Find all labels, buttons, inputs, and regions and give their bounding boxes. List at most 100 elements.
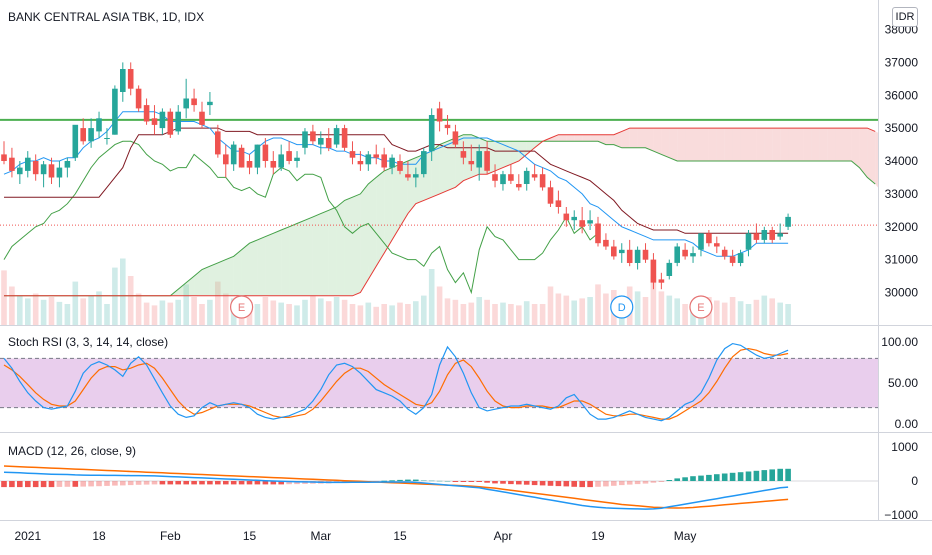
- candle[interactable]: [302, 128, 308, 155]
- candle[interactable]: [721, 246, 728, 260]
- candle[interactable]: [325, 128, 332, 152]
- candle[interactable]: [484, 141, 490, 175]
- candle[interactable]: [579, 207, 585, 234]
- candle[interactable]: [25, 151, 31, 178]
- candle[interactable]: [745, 230, 752, 257]
- candle[interactable]: [595, 216, 601, 247]
- candle[interactable]: [175, 105, 181, 135]
- candle[interactable]: [207, 92, 213, 115]
- candle[interactable]: [349, 141, 356, 165]
- candle[interactable]: [143, 98, 150, 125]
- candle[interactable]: [112, 85, 118, 135]
- candle[interactable]: [333, 124, 340, 148]
- candle[interactable]: [357, 151, 364, 171]
- candle[interactable]: [1, 141, 7, 165]
- candle[interactable]: [127, 62, 134, 96]
- candle[interactable]: [405, 161, 411, 181]
- candle[interactable]: [674, 243, 680, 267]
- candle[interactable]: [500, 170, 506, 191]
- candle[interactable]: [666, 259, 673, 280]
- candle[interactable]: [389, 154, 395, 175]
- candle[interactable]: [238, 144, 245, 168]
- candle[interactable]: [262, 138, 269, 168]
- candle[interactable]: [183, 78, 189, 119]
- candle[interactable]: [706, 230, 712, 247]
- candle[interactable]: [286, 141, 292, 165]
- candle[interactable]: [619, 243, 625, 263]
- candle[interactable]: [199, 101, 205, 129]
- candle[interactable]: [650, 253, 657, 290]
- candle[interactable]: [151, 105, 158, 135]
- candle[interactable]: [729, 249, 736, 267]
- candle[interactable]: [413, 167, 419, 188]
- candle[interactable]: [563, 207, 570, 227]
- candle[interactable]: [737, 249, 744, 267]
- stoch-rsi-pane[interactable]: [0, 342, 878, 422]
- candle[interactable]: [341, 124, 348, 152]
- candle[interactable]: [547, 180, 554, 207]
- candle[interactable]: [682, 243, 688, 260]
- candle[interactable]: [611, 239, 617, 260]
- candle[interactable]: [80, 118, 86, 145]
- candle[interactable]: [56, 161, 63, 188]
- candle[interactable]: [587, 210, 593, 230]
- candle[interactable]: [230, 141, 237, 171]
- candle[interactable]: [215, 124, 221, 158]
- candle[interactable]: [468, 144, 475, 171]
- candle[interactable]: [223, 144, 229, 178]
- earnings-marker[interactable]: E: [230, 295, 254, 319]
- candle[interactable]: [191, 88, 197, 112]
- candle[interactable]: [769, 226, 775, 244]
- macd-pane[interactable]: [0, 465, 878, 510]
- candle[interactable]: [167, 108, 174, 138]
- candle[interactable]: [64, 157, 71, 178]
- candle[interactable]: [365, 151, 372, 171]
- candle[interactable]: [539, 167, 546, 191]
- candle[interactable]: [135, 85, 142, 112]
- candle[interactable]: [246, 154, 253, 175]
- dividend-marker[interactable]: D: [610, 295, 634, 319]
- earnings-marker[interactable]: E: [689, 295, 713, 319]
- candle[interactable]: [508, 164, 514, 184]
- candle[interactable]: [531, 164, 538, 181]
- candle[interactable]: [516, 174, 522, 191]
- candle[interactable]: [72, 124, 79, 161]
- candle[interactable]: [634, 246, 641, 270]
- candle[interactable]: [555, 190, 562, 214]
- candle[interactable]: [9, 147, 15, 178]
- candle[interactable]: [785, 213, 791, 230]
- candle[interactable]: [523, 167, 530, 191]
- candle[interactable]: [452, 124, 459, 148]
- candle[interactable]: [428, 108, 435, 161]
- candle[interactable]: [436, 101, 443, 132]
- candle[interactable]: [753, 223, 760, 244]
- candle[interactable]: [571, 210, 577, 230]
- candle[interactable]: [104, 128, 110, 145]
- candle[interactable]: [17, 161, 23, 184]
- candle[interactable]: [642, 243, 649, 263]
- candle[interactable]: [159, 108, 166, 135]
- candle[interactable]: [714, 236, 720, 254]
- candle[interactable]: [460, 141, 467, 165]
- candle[interactable]: [421, 147, 427, 178]
- candle[interactable]: [476, 144, 482, 181]
- candle[interactable]: [96, 111, 102, 138]
- candle[interactable]: [492, 164, 498, 188]
- candle[interactable]: [120, 62, 126, 102]
- candle[interactable]: [318, 131, 324, 155]
- candle[interactable]: [270, 151, 277, 175]
- candle[interactable]: [761, 226, 768, 244]
- candle[interactable]: [48, 157, 55, 184]
- candle[interactable]: [373, 144, 379, 165]
- candle[interactable]: [658, 272, 665, 290]
- candle[interactable]: [32, 154, 39, 181]
- candle[interactable]: [777, 223, 783, 240]
- candle[interactable]: [698, 233, 704, 257]
- candle[interactable]: [444, 115, 451, 135]
- candle[interactable]: [278, 144, 284, 171]
- currency-badge[interactable]: IDR: [892, 7, 918, 27]
- candle[interactable]: [603, 233, 609, 250]
- candle[interactable]: [690, 246, 696, 263]
